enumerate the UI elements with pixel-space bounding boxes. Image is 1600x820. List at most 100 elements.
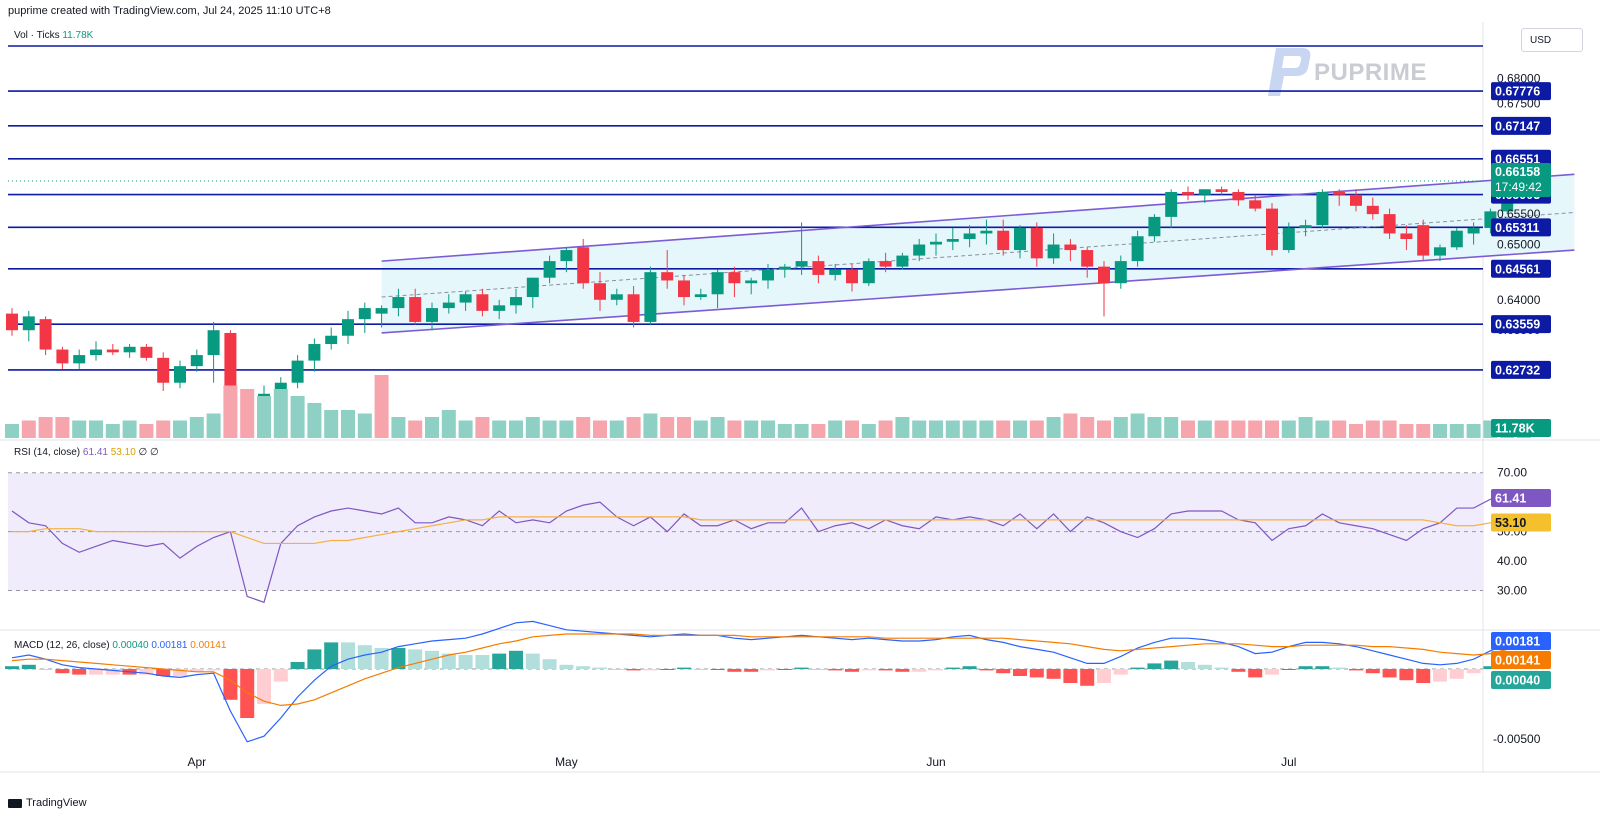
price-axis-tick: 0.66500 [1497,157,1541,171]
macd-histogram-bar [509,650,523,669]
macd-histogram-bar [979,669,994,671]
macd-histogram-bar [1214,667,1229,669]
level-price-label: 0.62732 [1495,363,1540,377]
rsi-legend-label: RSI (14, close) [14,447,81,458]
macd-histogram-bar [189,669,204,672]
candle-body [1047,244,1060,259]
candle-body [795,261,808,267]
level-price-label-bg [1491,315,1551,334]
candle-body [1282,227,1295,251]
volume-bar [1147,417,1162,438]
candle-body [1383,214,1396,234]
macd-signal-value-label-bg [1491,651,1551,669]
volume-bar [559,420,574,438]
candle-body [644,272,657,322]
candle-body [325,335,338,345]
macd-histogram-bar [1248,669,1263,678]
macd-histogram-bar [72,669,87,675]
macd-histogram-bar [1147,663,1162,669]
candle-body [1299,225,1312,228]
macd-histogram-bar [391,648,406,669]
candle-body [577,247,590,284]
candle-body [1064,244,1077,251]
macd-histogram-bar [257,669,271,704]
macd-histogram-bar [525,653,540,669]
candle-body [1098,266,1110,284]
candle-body [963,233,976,239]
candle-body [829,269,842,275]
rsi-axis-tick: 70.00 [1497,466,1527,480]
volume-bar [189,417,204,438]
time-axis-tick: Jul [1281,755,1296,769]
level-price-label-bg [1491,185,1551,204]
candle-body [1249,200,1262,209]
volume-bar [811,424,826,438]
volume-bar [72,420,87,438]
macd-histogram-bar [727,669,742,672]
rsi-axis-tick: 50.00 [1497,525,1527,539]
volume-bar [1298,417,1313,438]
volume-bar [290,396,305,438]
macd-histogram-bar [878,669,893,671]
volume-bar [1433,424,1447,438]
macd-histogram-bar [593,667,607,669]
candle-body [1400,233,1413,239]
volume-value-label-bg [1491,419,1551,437]
macd-histogram-bar [492,653,507,669]
candle-body [1450,230,1463,248]
volume-bar [1265,420,1279,438]
candle-body [862,261,875,284]
candle-body [879,261,892,267]
macd-histogram-bar [89,669,103,675]
currency-selector[interactable]: USD [1521,28,1583,52]
volume-bar [693,420,708,438]
rsi-axis-tick: 40.00 [1497,554,1527,568]
rsi-band [8,472,1483,591]
tradingview-footer: TradingView [8,797,87,809]
volume-bar [1399,424,1414,438]
macd-histogram-bar [1349,669,1363,671]
volume-bar [1130,413,1145,438]
macd-legend-label: MACD (12, 26, close) [14,640,110,651]
rsi-legend-extra: ∅ ∅ [138,447,159,458]
candle-body [1030,227,1043,259]
macd-histogram-bar [996,669,1011,674]
macd-histogram-bar [1449,669,1464,679]
tradingview-footer-label: TradingView [26,797,87,809]
candle-body [678,280,690,298]
volume-bar [139,424,154,438]
candle-body [190,355,203,367]
candle-body [560,250,573,262]
macd-histogram-bar [475,655,490,669]
macd-histogram-bar [1466,669,1481,674]
volume-bar [105,424,120,438]
candle-body [930,241,942,245]
macd-histogram-bar [1433,669,1447,682]
volume-bar [1315,420,1330,438]
macd-hist-value-label: 0.00040 [1495,674,1540,688]
level-price-label: 0.64561 [1495,262,1540,276]
volume-bar [845,420,859,438]
volume-bar [828,420,843,438]
candle-body [174,366,186,383]
macd-histogram-bar [290,662,305,669]
price-axis-tick: 0.67500 [1497,97,1541,111]
macd-histogram-bar [929,669,943,671]
rsi-value-label-bg [1491,489,1551,508]
volume-bar [576,417,591,438]
candle-body [627,294,640,322]
macd-histogram-bar [861,669,876,671]
volume-bar [206,413,221,438]
macd-histogram-bar [609,669,624,670]
volume-bar [593,420,607,438]
macd-histogram-bar [173,669,187,676]
volume-bar [1466,424,1481,438]
candle-body [258,393,270,411]
level-price-label: 0.65903 [1495,188,1540,202]
volume-bar [1113,417,1128,438]
macd-histogram-bar [693,669,708,670]
macd-histogram-bar [105,669,120,675]
price-axis-tick: 0.68000 [1497,72,1541,86]
puprime-logo: PUPRIME [1262,44,1432,100]
macd-histogram-bar [5,666,19,669]
